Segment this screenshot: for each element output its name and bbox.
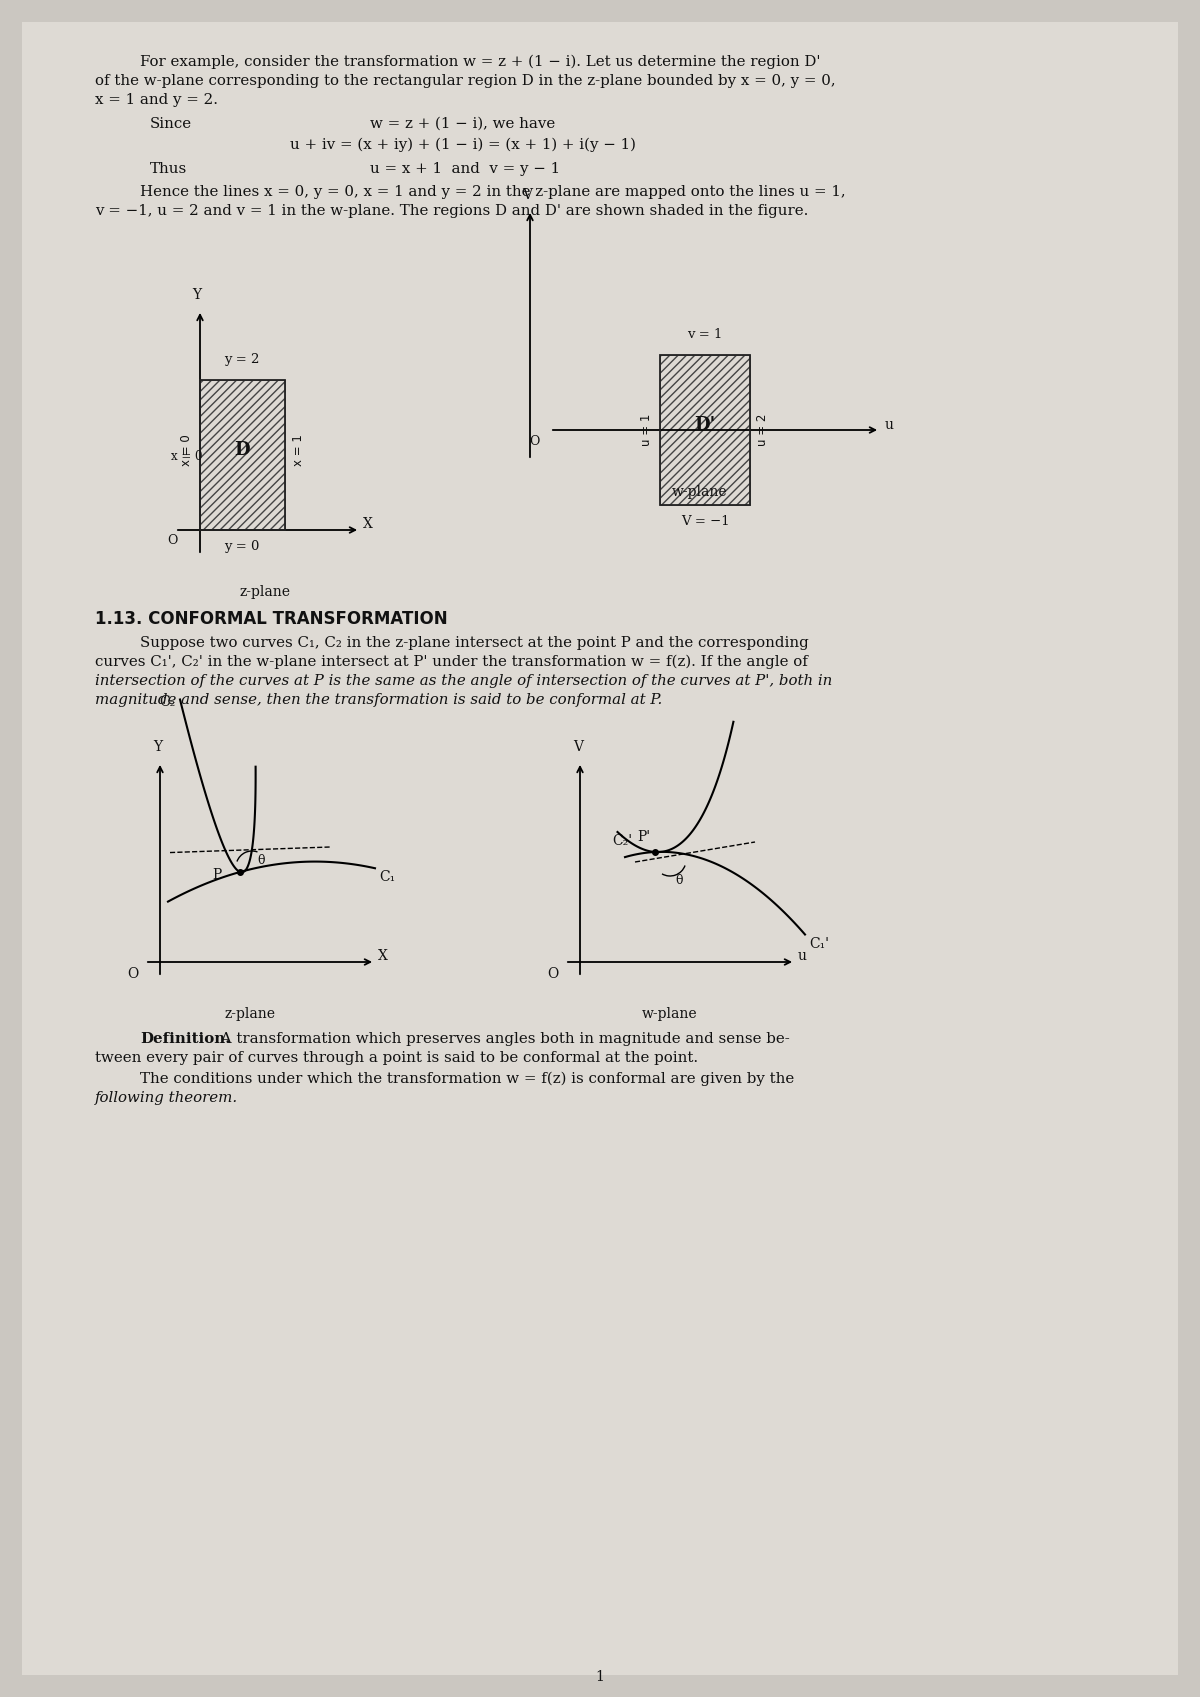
Text: u: u <box>886 417 894 433</box>
Bar <box>200 380 286 529</box>
Text: tween every pair of curves through a point is said to be conformal at the point.: tween every pair of curves through a poi… <box>95 1050 698 1066</box>
Text: curves C₁', C₂' in the w-plane intersect at P' under the transformation w = f(z): curves C₁', C₂' in the w-plane intersect… <box>95 655 808 669</box>
Text: θ: θ <box>257 854 264 867</box>
Text: Thus: Thus <box>150 161 187 176</box>
Text: Y: Y <box>154 740 162 753</box>
Text: Since: Since <box>150 117 192 131</box>
Text: x = 0: x = 0 <box>172 450 203 463</box>
Text: Y: Y <box>192 288 202 302</box>
Text: X: X <box>364 518 373 531</box>
Text: y = 0: y = 0 <box>224 540 259 553</box>
Text: X: X <box>378 949 388 962</box>
Text: v = −1, u = 2 and v = 1 in the w-plane. The regions D and D' are shown shaded in: v = −1, u = 2 and v = 1 in the w-plane. … <box>95 204 809 217</box>
Text: V: V <box>574 740 583 753</box>
Text: x = 1 and y = 2.: x = 1 and y = 2. <box>95 93 218 107</box>
Bar <box>660 355 750 506</box>
Text: u + iv = (x + iy) + (1 − i) = (x + 1) + i(y − 1): u + iv = (x + iy) + (1 − i) = (x + 1) + … <box>290 137 636 153</box>
Text: 1: 1 <box>595 1670 605 1683</box>
Text: C₁': C₁' <box>809 937 829 950</box>
Text: 1.13. CONFORMAL TRANSFORMATION: 1.13. CONFORMAL TRANSFORMATION <box>95 609 448 628</box>
Text: D': D' <box>695 416 715 434</box>
Text: of the w-plane corresponding to the rectangular region D in the z-plane bounded : of the w-plane corresponding to the rect… <box>95 75 835 88</box>
Text: V: V <box>522 188 532 202</box>
Text: u = 1: u = 1 <box>641 414 654 446</box>
Text: Definition.: Definition. <box>140 1032 230 1045</box>
Text: θ: θ <box>674 874 683 888</box>
Text: For example, consider the transformation w = z + (1 − i). Let us determine the r: For example, consider the transformation… <box>140 54 821 70</box>
Text: Hence the lines x = 0, y = 0, x = 1 and y = 2 in the z-plane are mapped onto the: Hence the lines x = 0, y = 0, x = 1 and … <box>140 185 846 199</box>
Text: D: D <box>234 441 250 458</box>
Text: x = 1: x = 1 <box>292 434 305 467</box>
Text: v = 1: v = 1 <box>688 328 722 341</box>
Text: The conditions under which the transformation w = f(z) is conformal are given by: The conditions under which the transform… <box>140 1073 794 1086</box>
Text: x = 0: x = 0 <box>180 434 193 467</box>
Text: w = z + (1 − i), we have: w = z + (1 − i), we have <box>370 117 556 131</box>
Text: y = 2: y = 2 <box>224 353 259 367</box>
Text: w-plane: w-plane <box>642 1006 698 1022</box>
Text: V = −1: V = −1 <box>680 514 730 528</box>
Bar <box>660 355 750 506</box>
Text: O: O <box>547 967 558 981</box>
Text: following theorem.: following theorem. <box>95 1091 238 1105</box>
Text: w-plane: w-plane <box>672 485 728 499</box>
Bar <box>200 380 286 529</box>
Text: P': P' <box>637 830 650 843</box>
Text: A transformation which preserves angles both in magnitude and sense be-: A transformation which preserves angles … <box>216 1032 790 1045</box>
Text: z-plane: z-plane <box>240 585 290 599</box>
Text: O: O <box>127 967 138 981</box>
Text: u: u <box>798 949 808 962</box>
Text: O: O <box>529 434 540 448</box>
Text: P: P <box>212 867 222 882</box>
Text: magnitude and sense, then the transformation is said to be conformal at P.: magnitude and sense, then the transforma… <box>95 692 662 708</box>
Text: C₁: C₁ <box>379 871 395 884</box>
Text: C₂: C₂ <box>158 694 175 709</box>
Text: C₂': C₂' <box>612 833 632 848</box>
Text: z-plane: z-plane <box>224 1006 276 1022</box>
Text: O: O <box>168 535 178 546</box>
Text: u = 2: u = 2 <box>756 414 769 446</box>
Text: u = x + 1  and  v = y − 1: u = x + 1 and v = y − 1 <box>370 161 560 176</box>
Text: Suppose two curves C₁, C₂ in the z-plane intersect at the point P and the corres: Suppose two curves C₁, C₂ in the z-plane… <box>140 636 809 650</box>
Text: intersection of the curves at P is the same as the angle of intersection of the : intersection of the curves at P is the s… <box>95 674 833 687</box>
